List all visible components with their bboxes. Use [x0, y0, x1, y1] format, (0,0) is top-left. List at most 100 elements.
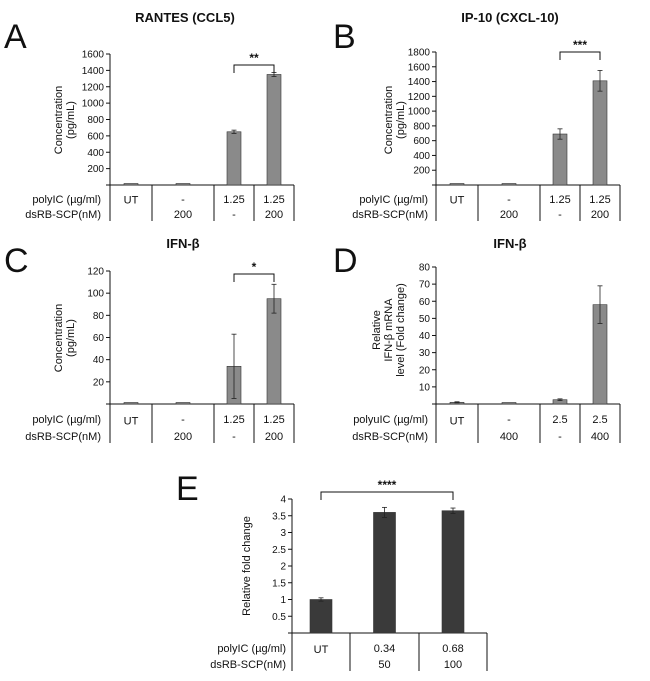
bar-a-4: [266, 74, 282, 186]
bar-a-1: [123, 183, 139, 186]
condition-cell: -: [507, 414, 511, 426]
condition-cell: 200: [265, 209, 283, 221]
condition-row-label: polyIC (µg/ml): [32, 414, 101, 426]
y-tick-label: 2: [280, 562, 286, 573]
significance-label: **: [249, 51, 259, 65]
condition-cell: 1.25: [263, 194, 284, 206]
condition-cell: 1.25: [223, 194, 244, 206]
condition-row-label: polyIC (µg/ml): [32, 194, 101, 206]
condition-cell: -: [232, 431, 236, 443]
condition-cell: -: [507, 194, 511, 206]
y-tick-label: 1200: [82, 82, 105, 93]
y-axis-label-line: (pg/mL): [65, 101, 77, 139]
significance-label: *: [252, 260, 257, 274]
y-tick-label: 1: [280, 595, 286, 606]
condition-cell: 1.25: [223, 414, 244, 426]
condition-cell: 200: [174, 431, 192, 443]
y-tick-label: 70: [419, 280, 431, 291]
bar-a-2: [175, 183, 191, 186]
y-tick-label: 1600: [408, 62, 431, 73]
y-tick-label: 1400: [408, 77, 431, 88]
bar-e-2: [373, 512, 396, 634]
condition-cell: -: [181, 414, 185, 426]
y-tick-label: 1000: [408, 107, 431, 118]
chart-title: IFN-β: [166, 236, 199, 251]
condition-cell: 1.25: [549, 194, 570, 206]
bar-b-3: [552, 133, 568, 186]
y-tick-label: 800: [87, 115, 104, 126]
y-tick-label: 800: [413, 121, 430, 132]
y-axis-label: Concentration(pg/mL): [383, 86, 407, 155]
y-tick-label: 3.5: [272, 511, 286, 522]
chart-title: IP-10 (CXCL-10): [461, 10, 559, 25]
condition-row-label: polyIC (µg/ml): [217, 643, 286, 655]
y-tick-label: 4: [280, 495, 286, 506]
y-tick-label: 1000: [82, 99, 105, 110]
y-axis-label-line: Concentration: [383, 86, 395, 155]
y-axis-label-line: IFN-β mRNA: [383, 298, 395, 362]
condition-cell: UT: [450, 195, 465, 207]
significance-bracket: [320, 491, 454, 500]
y-tick-label: 600: [87, 131, 104, 142]
panel-letter: B: [333, 18, 356, 56]
y-axis-label: RelativeIFN-β mRNAlevel (Fold change): [371, 283, 407, 377]
y-tick-label: 200: [413, 166, 430, 177]
significance-label: ***: [573, 38, 587, 52]
y-axis-label-line: (pg/mL): [395, 101, 407, 139]
condition-cell: 0.68: [442, 643, 463, 655]
y-tick-label: 60: [93, 333, 105, 344]
y-tick-label: 1600: [82, 50, 105, 61]
bar-b-1: [449, 183, 465, 186]
bar-e-3: [441, 510, 465, 634]
y-tick-label: 3: [280, 528, 286, 539]
y-tick-label: 40: [419, 331, 431, 342]
y-tick-label: 2.5: [272, 545, 286, 556]
condition-row-label: dsRB-SCP(nM): [25, 209, 101, 221]
y-tick-label: 10: [419, 382, 431, 393]
y-tick-label: 200: [87, 164, 104, 175]
condition-cell: 2.5: [592, 414, 607, 426]
condition-cell: UT: [124, 416, 139, 428]
y-axis-label-line: Relative: [371, 310, 383, 350]
y-tick-label: 1800: [408, 48, 431, 59]
y-tick-label: 100: [87, 289, 104, 300]
y-tick-label: 1.5: [272, 578, 286, 589]
condition-row-label: polyIC (µg/ml): [359, 194, 428, 206]
y-tick-label: 400: [87, 148, 104, 159]
y-tick-label: 50: [419, 314, 431, 325]
significance-label: ****: [378, 478, 397, 492]
panel-letter: E: [176, 470, 199, 508]
condition-cell: 200: [265, 431, 283, 443]
significance-bracket: [233, 273, 275, 282]
y-axis-label: Relative fold change: [241, 516, 253, 616]
y-tick-label: 1400: [82, 66, 105, 77]
condition-cell: -: [558, 431, 562, 443]
significance-bracket: [559, 51, 601, 60]
y-tick-label: 400: [413, 151, 430, 162]
condition-cell: 2.5: [552, 414, 567, 426]
bar-b-4: [592, 80, 608, 186]
chart-title: IFN-β: [493, 236, 526, 251]
condition-cell: 200: [174, 209, 192, 221]
condition-row-label: dsRB-SCP(nM): [352, 209, 428, 221]
condition-cell: 200: [591, 209, 609, 221]
condition-cell: 400: [591, 431, 609, 443]
y-tick-label: 80: [419, 263, 431, 274]
panel-d: D IFN-β RelativeIFN-β mRNAlevel (Fold chan…: [333, 236, 621, 443]
y-axis-label: Concentration(pg/mL): [53, 304, 77, 373]
condition-cell: 400: [500, 431, 518, 443]
bar-c-1: [123, 402, 139, 405]
condition-cell: -: [181, 194, 185, 206]
significance-bracket: [233, 64, 275, 73]
condition-cell: 50: [378, 659, 390, 671]
condition-cell: UT: [124, 195, 139, 207]
condition-cell: 1.25: [263, 414, 284, 426]
bar-a-3: [226, 131, 242, 186]
chart-title: RANTES (CCL5): [135, 10, 235, 25]
y-axis-label-line: Concentration: [53, 86, 65, 155]
bar-d-2: [501, 402, 517, 405]
y-tick-label: 60: [419, 297, 431, 308]
condition-cell: UT: [450, 416, 465, 428]
condition-cell: 0.34: [374, 643, 395, 655]
